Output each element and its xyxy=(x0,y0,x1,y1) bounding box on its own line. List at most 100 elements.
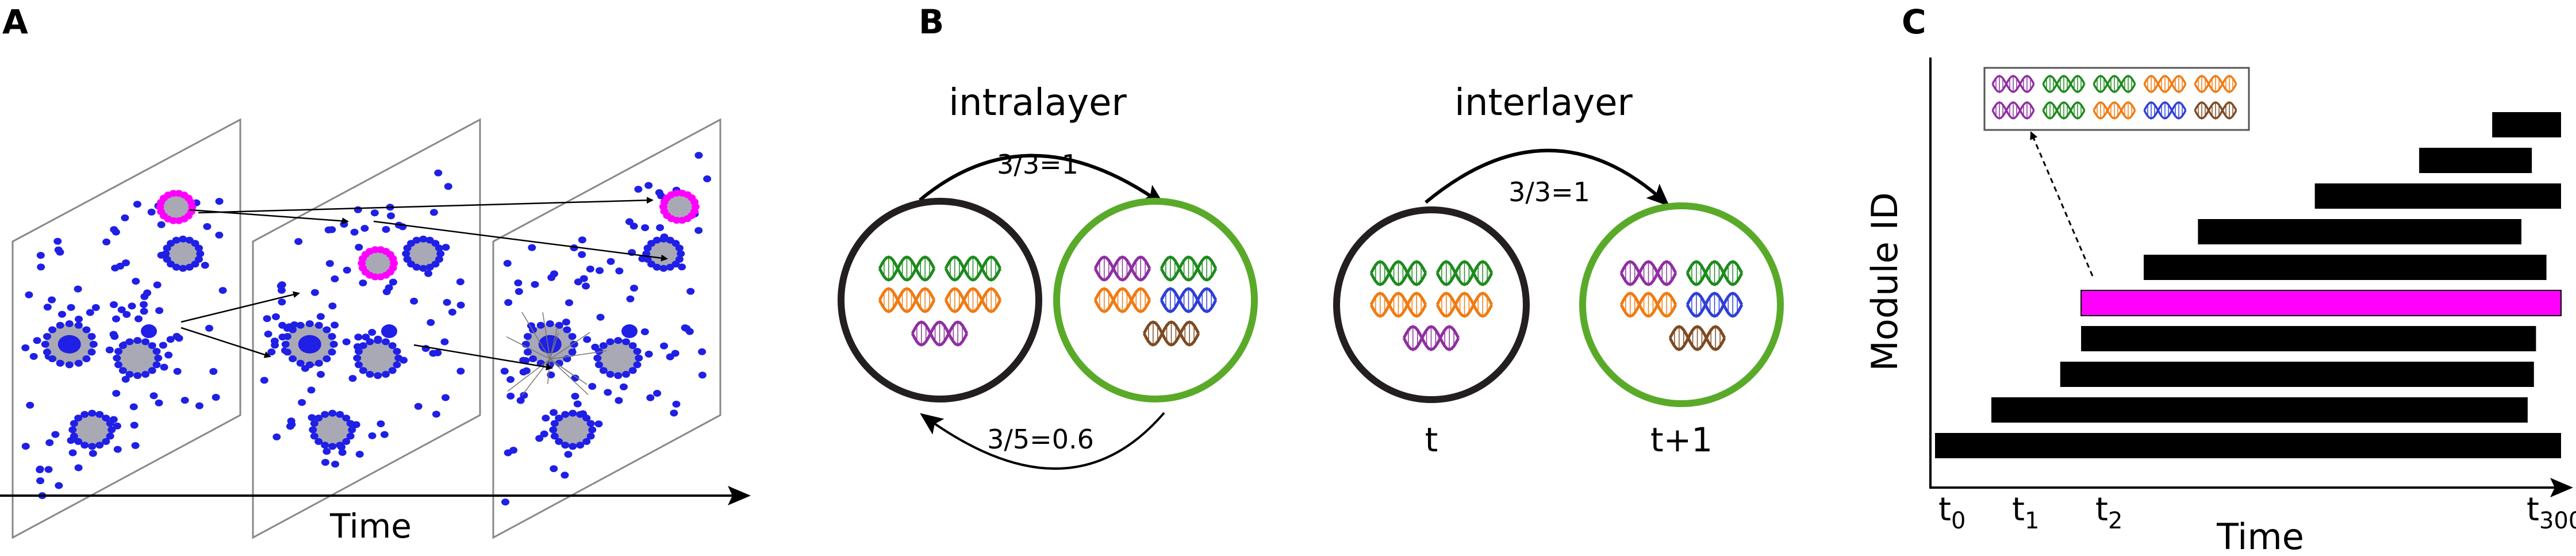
network-node xyxy=(444,183,452,190)
network-node xyxy=(370,209,379,217)
network-node xyxy=(56,321,64,329)
network-node xyxy=(519,356,528,364)
time-ticks: t0 t1 t2 t300 xyxy=(1938,491,2576,534)
network-node xyxy=(36,466,44,474)
module-bar xyxy=(1991,397,2528,423)
network-node xyxy=(574,278,582,286)
network-node xyxy=(615,267,624,275)
network-node xyxy=(338,448,347,456)
network-node xyxy=(500,367,509,375)
inset-box xyxy=(1983,67,2250,131)
network-node xyxy=(573,400,582,408)
network-node xyxy=(74,321,83,329)
network-node xyxy=(583,336,592,343)
network-node xyxy=(359,367,367,374)
network-node xyxy=(535,435,544,442)
network-node xyxy=(516,397,525,404)
network-node xyxy=(596,313,605,321)
network-node xyxy=(316,371,325,378)
network-node xyxy=(523,348,532,356)
network-node xyxy=(529,355,538,362)
network-node xyxy=(686,287,695,295)
hub-node xyxy=(621,324,638,339)
layer-1 xyxy=(11,118,241,539)
inset-dna-glyphs xyxy=(1991,75,2237,120)
link-arrow xyxy=(373,220,668,262)
network-node xyxy=(374,337,382,344)
hub-node xyxy=(141,324,157,339)
network-node xyxy=(310,420,318,427)
module-bars xyxy=(1935,112,2562,458)
network-node xyxy=(163,256,171,263)
network-node xyxy=(287,417,295,425)
network-node xyxy=(56,359,64,367)
network-node xyxy=(586,265,594,273)
network-node xyxy=(578,236,586,244)
network-node xyxy=(82,326,91,333)
dna-icon xyxy=(2194,75,2237,93)
network-node xyxy=(80,411,89,418)
highlight-node xyxy=(371,246,379,254)
network-node xyxy=(615,397,623,404)
network-node xyxy=(348,375,357,382)
network-node xyxy=(350,228,359,236)
dna-icon xyxy=(1668,325,1726,351)
network-node xyxy=(113,354,121,362)
panel-a: A Time xyxy=(0,2,751,546)
panel-c: C Module ID Time t0 t1 t2 t300 xyxy=(1864,2,2576,556)
network-node xyxy=(424,270,433,277)
network-node xyxy=(550,432,559,440)
layer-2 xyxy=(252,118,481,539)
network-edge xyxy=(550,358,575,377)
network-node xyxy=(148,367,156,374)
network-node xyxy=(48,326,57,333)
network-node xyxy=(419,264,428,272)
network-node xyxy=(328,302,337,310)
dna-icon xyxy=(944,287,1002,313)
network-node xyxy=(380,431,389,438)
network-node xyxy=(294,237,303,245)
network-node xyxy=(270,338,279,345)
network-edge xyxy=(550,327,558,359)
network-node xyxy=(343,266,351,274)
network-node xyxy=(675,244,684,252)
network-node xyxy=(316,313,325,320)
network-node xyxy=(185,263,194,271)
module-bar xyxy=(2314,183,2561,209)
network-node xyxy=(501,499,510,506)
network-node xyxy=(133,372,142,379)
dna-icon xyxy=(911,320,969,347)
module-cluster xyxy=(117,340,159,376)
module-bar xyxy=(2060,362,2534,387)
network-node xyxy=(278,298,286,306)
network-node xyxy=(388,342,397,350)
network-node xyxy=(74,285,82,293)
network-node xyxy=(368,329,377,336)
network-node xyxy=(628,367,637,374)
network-node xyxy=(149,392,158,400)
network-node xyxy=(141,370,150,378)
network-node xyxy=(653,390,662,397)
network-node xyxy=(387,212,396,220)
network-node xyxy=(564,451,573,458)
network-edge xyxy=(506,336,551,360)
network-node xyxy=(173,367,182,375)
interlayer-title: interlayer xyxy=(1454,82,1633,124)
network-node xyxy=(131,442,140,449)
network-node xyxy=(271,313,280,320)
network-node xyxy=(353,354,362,362)
network-node xyxy=(33,337,41,344)
network-node xyxy=(429,209,438,216)
layer-3-network xyxy=(500,152,712,506)
network-node xyxy=(108,426,116,434)
network-node xyxy=(298,398,306,406)
panel-b-label: B xyxy=(919,2,944,41)
network-node xyxy=(366,338,374,346)
dna-icon xyxy=(2143,75,2187,93)
dna-icon xyxy=(1369,260,1427,286)
network-node xyxy=(634,186,643,193)
network-node xyxy=(593,354,602,362)
network-node xyxy=(644,182,653,189)
network-node xyxy=(550,409,558,416)
network-node xyxy=(21,443,30,450)
